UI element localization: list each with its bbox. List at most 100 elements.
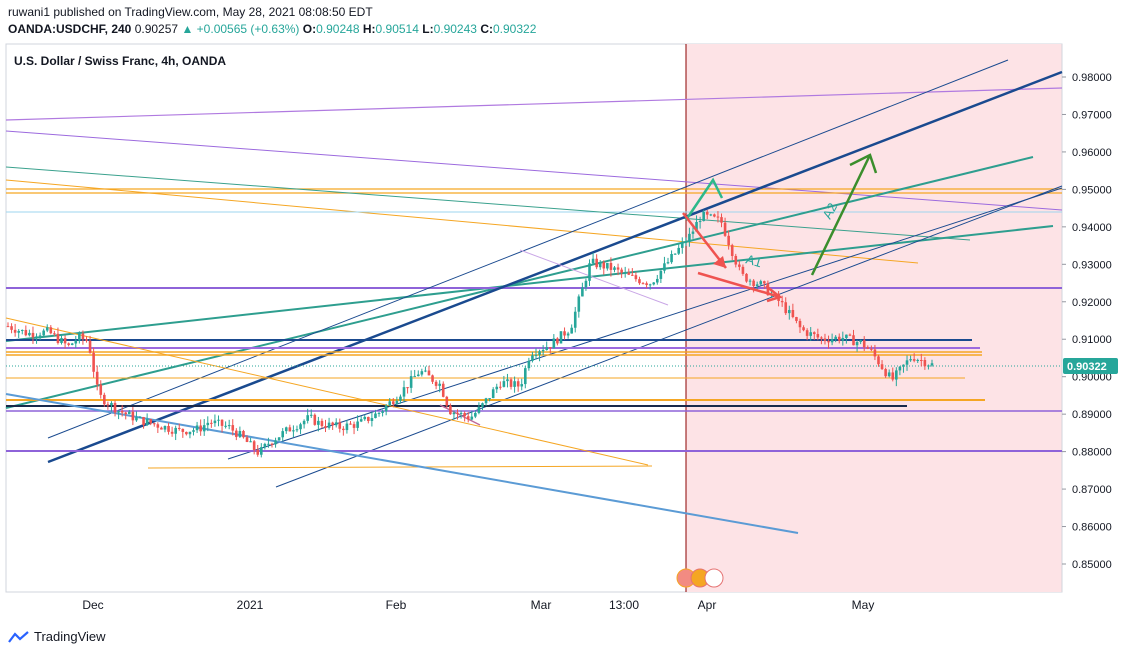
candle-body <box>559 331 563 344</box>
orange-level[interactable] <box>147 465 653 469</box>
candle-body <box>13 329 17 333</box>
blue-channel-line[interactable] <box>275 185 1063 488</box>
time-axis[interactable]: Dec 2021 Feb Mar 13:00 Apr May <box>82 598 874 612</box>
flag-icon[interactable] <box>704 568 724 588</box>
candle-body <box>263 443 267 448</box>
last-price: 0.90257 <box>134 22 179 36</box>
light-blue-trendline[interactable] <box>5 393 799 534</box>
pink-segment[interactable] <box>439 404 481 426</box>
candle-body <box>627 272 631 275</box>
time-tick-label: Apr <box>698 598 717 612</box>
time-tick-label: Feb <box>386 598 407 612</box>
candle-body <box>702 211 705 222</box>
green-arrowhead <box>849 153 878 174</box>
candle-body <box>705 211 709 215</box>
candle-body <box>49 327 53 334</box>
candle-body <box>384 405 388 412</box>
candle-body <box>506 379 509 382</box>
price-tick-label: 0.98000 <box>1072 72 1112 84</box>
green-zigzag[interactable] <box>684 177 724 221</box>
candle-body <box>516 381 520 387</box>
candle-body <box>327 422 331 428</box>
candle-body <box>213 420 217 424</box>
candle-body <box>923 359 927 367</box>
candle-body <box>85 339 88 341</box>
candle-body <box>766 283 770 296</box>
time-tick-label: 2021 <box>237 598 264 612</box>
candle-body <box>784 302 788 314</box>
candle-body <box>499 386 502 388</box>
candle-body <box>381 411 384 413</box>
candle-body <box>670 254 673 263</box>
green-arrow[interactable] <box>810 154 872 276</box>
candle-body <box>402 387 406 397</box>
candle-body <box>666 262 670 264</box>
candle-body <box>477 406 481 413</box>
candle-body <box>235 430 238 437</box>
candle-body <box>238 430 242 437</box>
blue-trendline[interactable] <box>47 70 1063 464</box>
footer-brand: TradingView <box>34 629 106 644</box>
candle-body <box>787 309 791 314</box>
lavender-segment[interactable] <box>519 249 669 306</box>
red-arrow-down[interactable] <box>682 212 727 269</box>
teal-trendline[interactable] <box>5 166 971 241</box>
price-tick-label: 0.97000 <box>1072 109 1112 121</box>
event-flags[interactable] <box>676 568 724 588</box>
candle-body <box>741 266 745 274</box>
candle-body <box>142 417 145 426</box>
candle-body <box>167 425 170 432</box>
close-value: 0.90322 <box>492 22 537 36</box>
candle-body <box>513 381 516 387</box>
price-axis[interactable]: 0.98000 0.97000 0.96000 0.95000 0.94000 0.930… <box>1062 72 1112 571</box>
current-price-label: 0.90322 <box>1067 361 1107 373</box>
candle-body <box>113 402 117 413</box>
drawing-layer <box>5 59 1063 534</box>
candle-body <box>99 384 103 395</box>
low-label: L: <box>422 22 434 36</box>
candle-body <box>42 330 45 336</box>
candle-body <box>823 338 827 341</box>
candle-body <box>727 235 730 246</box>
candle-body <box>620 269 623 273</box>
candle-body <box>502 381 506 387</box>
candle-body <box>481 403 484 407</box>
candle-body <box>556 338 559 344</box>
candle-body <box>523 368 527 385</box>
candle-body <box>413 376 417 378</box>
candle-body <box>242 430 245 438</box>
candle-body <box>520 384 524 387</box>
candle-body <box>809 332 813 336</box>
footer: TradingView <box>8 629 106 644</box>
candle-body <box>713 214 716 217</box>
candle-body <box>884 369 887 377</box>
candle-body <box>720 217 723 223</box>
candle-body <box>270 443 274 445</box>
candle-body <box>95 371 99 385</box>
candle-body <box>74 340 78 344</box>
candle-body <box>92 352 95 372</box>
candle-body <box>377 412 381 414</box>
teal-channel-lower[interactable] <box>5 225 1054 342</box>
candle-body <box>723 222 727 236</box>
purple-trendline[interactable] <box>5 87 1063 121</box>
candle-body <box>738 264 741 267</box>
blue-channel-line[interactable] <box>227 187 1063 460</box>
orange-trendline[interactable] <box>5 179 919 264</box>
candle-body <box>259 447 263 455</box>
purple-trendline[interactable] <box>5 130 1063 211</box>
high-label: H: <box>362 22 376 36</box>
candle-body <box>845 334 848 338</box>
candle-body <box>320 420 324 427</box>
candle-body <box>752 280 755 287</box>
price-change: +0.00565 (+0.63%) <box>196 22 300 36</box>
orange-trendline[interactable] <box>5 317 649 466</box>
candle-body <box>798 320 802 328</box>
candle-body <box>352 424 356 428</box>
red-arrow-right[interactable] <box>697 271 781 299</box>
candle-body <box>695 221 698 232</box>
candle-body <box>873 349 877 357</box>
blue-channel-line[interactable] <box>47 59 1009 439</box>
candle-body <box>227 425 231 427</box>
